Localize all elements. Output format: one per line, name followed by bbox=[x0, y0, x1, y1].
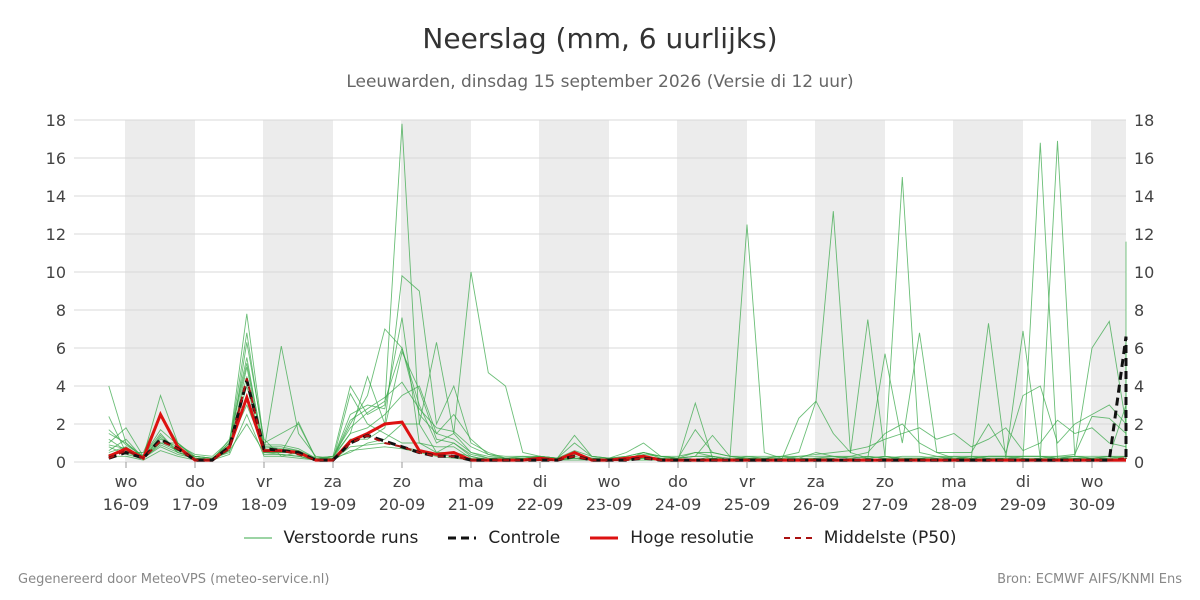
x-tick-date: 24-09 bbox=[655, 495, 702, 514]
shaded-band bbox=[125, 120, 195, 462]
y-tick-label: 18 bbox=[1134, 111, 1154, 130]
y-tick-label: 14 bbox=[1134, 187, 1154, 206]
y-tick-label: 8 bbox=[56, 301, 66, 320]
shaded-band bbox=[677, 120, 747, 462]
y-tick-label: 4 bbox=[56, 377, 66, 396]
x-tick-day: do bbox=[185, 472, 205, 491]
x-tick-date: 21-09 bbox=[448, 495, 495, 514]
footer-credit: Gegenereerd door MeteoVPS (meteo-service… bbox=[18, 572, 330, 587]
chart-subtitle: Leeuwarden, dinsdag 15 september 2026 (V… bbox=[346, 72, 854, 92]
ensemble-line bbox=[108, 363, 1127, 459]
x-tick-day: di bbox=[533, 472, 548, 491]
x-tick-day: za bbox=[324, 472, 342, 491]
x-tick-day: ma bbox=[458, 472, 483, 491]
x-tick-day: wo bbox=[115, 472, 138, 491]
weekend-shading bbox=[125, 120, 1126, 462]
legend: Verstoorde runs Controle Hoge resolutie … bbox=[0, 528, 1200, 548]
x-tick-day: wo bbox=[1081, 472, 1104, 491]
main-series-lines bbox=[108, 336, 1128, 462]
shaded-band bbox=[1091, 120, 1126, 462]
chart-title: Neerslag (mm, 6 uurlijks) bbox=[422, 22, 778, 55]
y-tick-label: 16 bbox=[1134, 149, 1154, 168]
x-tick-date: 16-09 bbox=[103, 495, 150, 514]
x-tick-date: 17-09 bbox=[172, 495, 219, 514]
x-tick-date: 27-09 bbox=[862, 495, 909, 514]
shaded-band bbox=[815, 120, 885, 462]
x-tick-day: vr bbox=[739, 472, 755, 491]
legend-swatch-high-resolution bbox=[590, 536, 619, 540]
y-tick-label: 8 bbox=[1134, 301, 1144, 320]
x-tick-date: 25-09 bbox=[724, 495, 771, 514]
y-tick-label: 12 bbox=[1134, 225, 1154, 244]
x-tick-date: 18-09 bbox=[241, 495, 288, 514]
footer-source: Bron: ECMWF AIFS/KNMI Ens bbox=[997, 572, 1182, 587]
x-tick-day: zo bbox=[876, 472, 894, 491]
legend-swatch-median bbox=[783, 537, 812, 539]
y-tick-label: 10 bbox=[46, 263, 66, 282]
shaded-band bbox=[953, 120, 1023, 462]
shaded-band bbox=[263, 120, 333, 462]
series-line bbox=[108, 378, 1127, 462]
legend-label-median: Middelste (P50) bbox=[823, 528, 957, 548]
x-tick-date: 23-09 bbox=[586, 495, 633, 514]
y-tick-label: 6 bbox=[1134, 339, 1144, 358]
x-tick-date: 26-09 bbox=[793, 495, 840, 514]
legend-label-ensemble: Verstoorde runs bbox=[283, 528, 419, 548]
x-tick-day: wo bbox=[598, 472, 621, 491]
legend-item-high-resolution[interactable]: Hoge resolutie bbox=[590, 528, 754, 548]
x-tick-day: do bbox=[668, 472, 688, 491]
legend-item-median[interactable]: Middelste (P50) bbox=[783, 528, 957, 548]
x-tick-date: 30-09 bbox=[1069, 495, 1116, 514]
y-tick-label: 18 bbox=[46, 111, 66, 130]
legend-item-ensemble[interactable]: Verstoorde runs bbox=[243, 528, 419, 548]
x-tick-day: ma bbox=[941, 472, 966, 491]
y-tick-label: 2 bbox=[56, 415, 66, 434]
x-tick-date: 20-09 bbox=[379, 495, 426, 514]
x-tick-day: zo bbox=[393, 472, 411, 491]
x-axis: wo 16-09 do 17-09 vr 18-09 za 19-09 zo 20-09 ma 21-… bbox=[103, 462, 1116, 514]
x-tick-day: vr bbox=[256, 472, 272, 491]
y-tick-label: 12 bbox=[46, 225, 66, 244]
y-axis-left: 0 2 4 6 8 10 12 14 16 18 bbox=[46, 111, 66, 472]
y-tick-label: 4 bbox=[1134, 377, 1144, 396]
shaded-band bbox=[539, 120, 609, 462]
y-tick-label: 10 bbox=[1134, 263, 1154, 282]
x-tick-day: di bbox=[1016, 472, 1031, 491]
x-tick-date: 28-09 bbox=[931, 495, 978, 514]
y-tick-label: 2 bbox=[1134, 415, 1144, 434]
y-tick-label: 0 bbox=[56, 453, 66, 472]
y-tick-label: 14 bbox=[46, 187, 66, 206]
legend-swatch-control bbox=[448, 536, 477, 540]
legend-label-high-resolution: Hoge resolutie bbox=[630, 528, 754, 548]
y-axis-right: 0 2 4 6 8 10 12 14 16 18 bbox=[1134, 111, 1154, 472]
y-tick-label: 6 bbox=[56, 339, 66, 358]
x-tick-date: 19-09 bbox=[310, 495, 357, 514]
legend-swatch-ensemble bbox=[243, 537, 272, 539]
x-tick-date: 22-09 bbox=[517, 495, 564, 514]
y-tick-label: 0 bbox=[1134, 453, 1144, 472]
x-tick-day: za bbox=[807, 472, 825, 491]
x-tick-date: 29-09 bbox=[1000, 495, 1047, 514]
precipitation-chart: 0 2 4 6 8 10 12 14 16 18 0 2 4 6 8 10 12 14 16 18 wo 16-09 d… bbox=[46, 111, 1155, 514]
legend-item-control[interactable]: Controle bbox=[448, 528, 560, 548]
legend-label-control: Controle bbox=[488, 528, 561, 548]
ensemble-lines bbox=[108, 123, 1127, 461]
y-tick-label: 16 bbox=[46, 149, 66, 168]
